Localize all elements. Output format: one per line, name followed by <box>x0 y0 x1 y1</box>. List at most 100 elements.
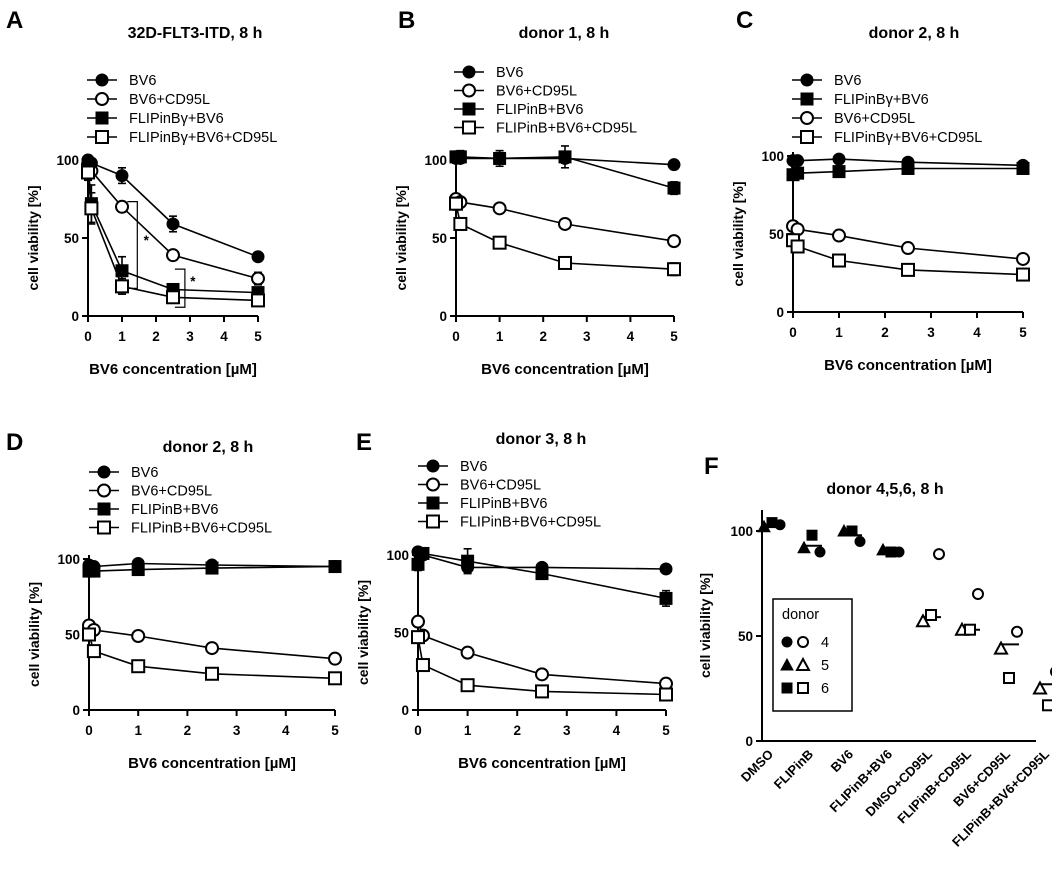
point-e-2-2 <box>461 554 475 568</box>
point-b-1-3 <box>558 216 572 231</box>
chart-title-c: donor 2, 8 h <box>869 25 960 42</box>
x-axis-title-e: BV6 concentration [µM] <box>458 755 626 772</box>
panel-label-a: A <box>6 7 23 34</box>
x-tick-label-b-1: 1 <box>496 329 504 344</box>
legend-marker-a-2 <box>95 111 109 125</box>
point-d-3-1 <box>86 644 101 659</box>
series-line-a-3 <box>87 172 259 302</box>
point-b-1-4 <box>667 234 681 249</box>
legend-marker-d-0 <box>97 465 111 479</box>
point-e-3-2 <box>460 678 475 693</box>
x-tick-label-c-3: 3 <box>927 325 935 340</box>
y-axis-title-b: cell viability [%] <box>393 185 409 290</box>
point-c-3-2 <box>832 253 846 268</box>
y-tick-label-e-0: 0 <box>401 703 409 718</box>
sig-bracket-a-0 <box>127 201 138 289</box>
legend-label-d-3: FLIPinB+BV6+CD95L <box>131 521 272 537</box>
point-d-2-2 <box>131 563 145 577</box>
x-tick-label-a-1: 1 <box>118 329 126 344</box>
chart-title-f: donor 4,5,6, 8 h <box>826 481 943 498</box>
y-tick-label-d-1: 50 <box>65 628 80 643</box>
x-tick-label-d-2: 2 <box>184 723 192 738</box>
legend-marker-d-3 <box>97 520 111 535</box>
legend-label-a-1: BV6+CD95L <box>129 92 210 108</box>
point-f-7-2 <box>1042 699 1052 712</box>
point-a-3-4 <box>251 293 265 308</box>
x-tick-label-b-5: 5 <box>670 329 678 344</box>
point-b-2-4 <box>667 181 681 195</box>
x-tick-label-b-4: 4 <box>627 329 635 344</box>
legend-marker-e-3 <box>426 514 440 529</box>
point-a-3-0 <box>81 165 95 180</box>
point-f-6-1 <box>993 640 1009 655</box>
y-tick-label-e-2: 100 <box>386 548 409 563</box>
point-e-2-1 <box>416 546 430 560</box>
legend-label-b-0: BV6 <box>496 65 523 81</box>
x-axis-title-c: BV6 concentration [µM] <box>824 357 992 374</box>
point-c-2-3 <box>901 241 915 256</box>
x-tick-label-a-5: 5 <box>254 329 262 344</box>
y-tick-label-c-0: 0 <box>776 305 784 320</box>
legend-marker-a-0 <box>95 73 109 87</box>
point-c-2-4 <box>1016 251 1030 266</box>
legend-label-b-3: FLIPinB+BV6+CD95L <box>496 121 637 137</box>
x-tick-label-b-3: 3 <box>583 329 591 344</box>
legend-label-e-0: BV6 <box>460 459 487 475</box>
legend-label-c-0: BV6 <box>834 73 861 89</box>
point-b-1-2 <box>492 201 507 216</box>
legend-marker-c-2 <box>800 111 814 125</box>
x-tick-label-b-2: 2 <box>539 329 547 344</box>
point-d-1-2 <box>131 629 146 644</box>
x-tick-label-a-4: 4 <box>220 329 228 344</box>
x-tick-label-e-5: 5 <box>662 723 670 738</box>
legend-marker-b-1 <box>462 83 476 98</box>
chart-title-b: donor 1, 8 h <box>519 25 610 42</box>
point-e-2-0 <box>411 557 425 571</box>
x-tick-label-f-0: DMSO <box>738 747 776 785</box>
y-tick-label-f-1: 50 <box>738 629 753 644</box>
legend-marker-d-1 <box>97 483 111 498</box>
panel-a: A 32D-FLT3-ITD, 8 h BV6 BV6+CD95L FLIPinBγ+B… <box>6 7 277 378</box>
point-c-1-4 <box>1016 161 1030 175</box>
panel-label-d: D <box>6 429 23 456</box>
panel-label-f: F <box>704 453 719 480</box>
series-a-3 <box>81 163 265 308</box>
point-a-1-2 <box>115 199 129 214</box>
point-c-3-4 <box>1016 267 1030 282</box>
series-c-1 <box>786 161 1030 182</box>
series-e-3 <box>411 630 673 702</box>
x-tick-label-d-0: 0 <box>85 723 93 738</box>
y-tick-label-f-2: 100 <box>730 524 753 539</box>
x-tick-label-f-1: FLIPinB <box>771 747 816 792</box>
point-c-1-1 <box>791 166 805 180</box>
point-d-3-0 <box>82 627 96 642</box>
point-d-2-3 <box>205 561 219 575</box>
point-d-2-4 <box>328 560 342 574</box>
legend-label-a-2: FLIPinBγ+BV6 <box>129 111 224 127</box>
legend-marker-e-2 <box>426 496 440 510</box>
y-tick-label-a-1: 50 <box>64 231 79 246</box>
point-a-3-3 <box>166 290 180 305</box>
series-a-0 <box>81 153 265 264</box>
y-tick-label-c-1: 50 <box>769 227 784 242</box>
point-f-1-2 <box>806 529 818 541</box>
point-b-2-1 <box>453 150 467 164</box>
point-f-1-1 <box>797 540 811 554</box>
x-tick-label-c-2: 2 <box>881 325 889 340</box>
point-f-5-0 <box>972 588 984 600</box>
point-e-1-2 <box>460 645 475 660</box>
point-f-3-2 <box>885 546 897 558</box>
legend-marker-f-2-fill <box>781 682 793 694</box>
point-c-3-3 <box>901 262 915 277</box>
legend-title-f: donor <box>782 607 819 623</box>
point-c-2-2 <box>832 228 846 243</box>
point-f-2-2 <box>846 525 858 537</box>
legend-marker-a-3 <box>95 130 109 144</box>
series-line-a-0 <box>87 159 259 258</box>
point-c-3-1 <box>790 239 805 254</box>
legend-marker-d-2 <box>97 502 111 516</box>
point-f-6-0 <box>1011 625 1023 638</box>
